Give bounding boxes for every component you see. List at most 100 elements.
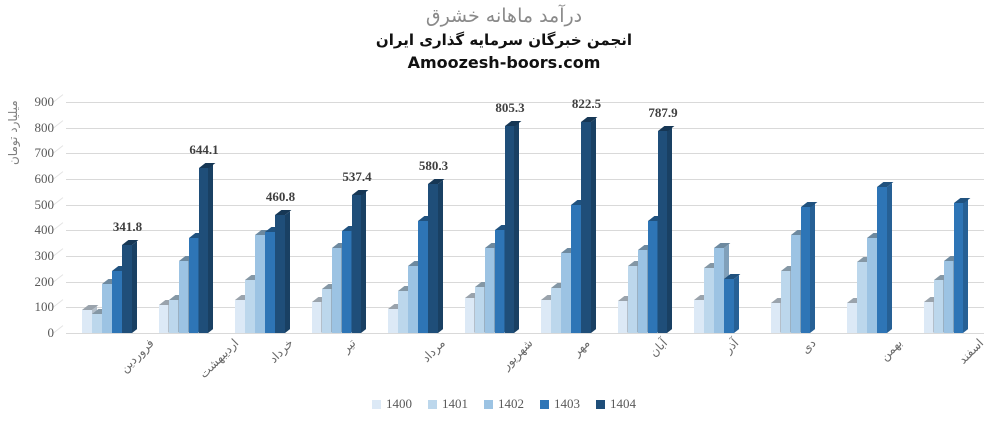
bar-front-face xyxy=(847,302,857,333)
legend-swatch-icon xyxy=(428,399,437,409)
bar-1403[interactable] xyxy=(953,197,970,333)
bar-1400[interactable] xyxy=(541,294,557,333)
bar-1400[interactable] xyxy=(82,305,98,333)
bar-1404[interactable] xyxy=(275,209,292,333)
bar-1403[interactable] xyxy=(265,226,282,333)
bar-1400[interactable] xyxy=(923,297,940,333)
bar-front-face xyxy=(82,310,92,333)
bar-1400[interactable] xyxy=(464,293,481,333)
legend-swatch-icon xyxy=(596,399,605,409)
bar-1401[interactable] xyxy=(857,257,874,333)
bar-1404[interactable] xyxy=(581,116,598,334)
bar-1402[interactable] xyxy=(561,248,578,333)
bar-front-face xyxy=(198,167,209,333)
bar-1401[interactable] xyxy=(398,285,415,333)
bar-1403[interactable] xyxy=(112,266,129,333)
bar-1404[interactable] xyxy=(428,179,445,333)
bar-1401[interactable] xyxy=(704,262,721,333)
legend-label: 1400 xyxy=(386,396,412,411)
bar-group: 805.3 xyxy=(464,100,525,334)
bar-1400[interactable] xyxy=(770,297,787,333)
bar-group: 580.3 xyxy=(388,102,448,333)
plot-area: 341.8 644.1 460.8 537.4 580.3 805.3 822.5 787.9 xyxy=(52,94,984,334)
bar-front-face xyxy=(714,248,724,333)
bar-front-face xyxy=(245,280,255,333)
gridline xyxy=(52,119,984,129)
bar-1403[interactable] xyxy=(647,215,664,333)
x-axis-tick-label: اردیبهشت xyxy=(196,336,242,381)
gridline-depth xyxy=(52,119,64,129)
legend-label: 1401 xyxy=(442,396,468,411)
bar-1403[interactable] xyxy=(800,202,817,333)
bar-front-face xyxy=(617,300,628,333)
bar-1401[interactable] xyxy=(321,284,338,333)
x-axis-tick-labels: فروردین اردیبهشت خرداد تیر مرداد شهریور مهر آبا… xyxy=(66,336,986,396)
bar-front-face xyxy=(647,220,658,333)
bar-1402[interactable] xyxy=(867,233,884,333)
bar-1404[interactable] xyxy=(198,162,215,333)
gridlines xyxy=(52,94,984,334)
bar-front-face xyxy=(112,271,122,333)
x-axis-tick-label: تیر xyxy=(338,336,359,356)
bar-1403[interactable] xyxy=(724,274,741,333)
gridline-depth xyxy=(52,94,64,103)
bar-side-face xyxy=(208,163,214,333)
bar-1404[interactable] xyxy=(351,190,368,333)
bar-1400[interactable] xyxy=(617,295,634,333)
bar-1403[interactable] xyxy=(877,181,894,333)
bar-1400[interactable] xyxy=(388,303,404,333)
bar-1402[interactable] xyxy=(255,230,272,333)
bar-1401[interactable] xyxy=(780,266,797,333)
bar-1402[interactable] xyxy=(408,261,425,333)
bar-1403[interactable] xyxy=(571,200,588,333)
bar-1402[interactable] xyxy=(102,279,119,333)
legend-item-1403[interactable]: 1403 xyxy=(540,396,580,412)
bar-front-face xyxy=(178,260,189,333)
bar-1401[interactable] xyxy=(551,283,568,333)
bar-front-face xyxy=(857,262,867,333)
bar-group: 460.8 xyxy=(235,102,295,333)
bar-1404[interactable] xyxy=(504,121,521,334)
bar-1401[interactable] xyxy=(245,275,262,333)
bar-1401[interactable] xyxy=(627,260,644,333)
bar-front-face xyxy=(933,280,944,333)
legend-item-1402[interactable]: 1402 xyxy=(484,396,524,412)
bar-1400[interactable] xyxy=(694,295,710,333)
bar-front-face xyxy=(770,302,781,333)
bar-1400[interactable] xyxy=(847,297,863,333)
bar-1402[interactable] xyxy=(943,256,960,333)
bar-front-face xyxy=(943,261,954,333)
bar-group: 787.9 xyxy=(617,102,678,334)
bar-1402[interactable] xyxy=(714,243,731,333)
bar-1401[interactable] xyxy=(92,308,109,333)
bar-1402[interactable] xyxy=(484,243,501,333)
bar-1404[interactable] xyxy=(122,240,139,333)
legend-swatch-icon xyxy=(372,399,381,409)
legend-item-1400[interactable]: 1400 xyxy=(372,396,412,412)
legend-item-1401[interactable]: 1401 xyxy=(428,396,468,412)
bar-1403[interactable] xyxy=(341,225,358,333)
bar-1401[interactable] xyxy=(168,295,185,333)
bar-1403[interactable] xyxy=(494,225,511,333)
y-axis-tick-label: 200 xyxy=(34,273,55,289)
bar-1402[interactable] xyxy=(331,242,348,333)
bar-front-face xyxy=(122,245,132,333)
bar-1401[interactable] xyxy=(933,275,950,333)
bar-1401[interactable] xyxy=(474,281,491,333)
bar-1400[interactable] xyxy=(158,299,175,333)
bar-1402[interactable] xyxy=(178,255,195,333)
bar-data-label: 787.9 xyxy=(648,104,678,120)
bar-1404[interactable] xyxy=(657,125,674,334)
bar-1402[interactable] xyxy=(790,230,807,333)
bar-1403[interactable] xyxy=(418,216,435,333)
bar-1400[interactable] xyxy=(311,296,328,333)
bar-front-face xyxy=(255,235,265,333)
bar-front-face xyxy=(494,230,505,333)
legend-item-1404[interactable]: 1404 xyxy=(596,396,636,412)
x-axis-tick-label: بهمن xyxy=(877,336,906,364)
bar-1403[interactable] xyxy=(188,233,205,333)
chart-title-block: درآمد ماهانه خشرق انجمن خبرگان سرمایه گذ… xyxy=(0,4,1008,74)
bar-1402[interactable] xyxy=(637,245,654,333)
legend-swatch-icon xyxy=(540,399,549,409)
bar-1400[interactable] xyxy=(235,294,251,333)
